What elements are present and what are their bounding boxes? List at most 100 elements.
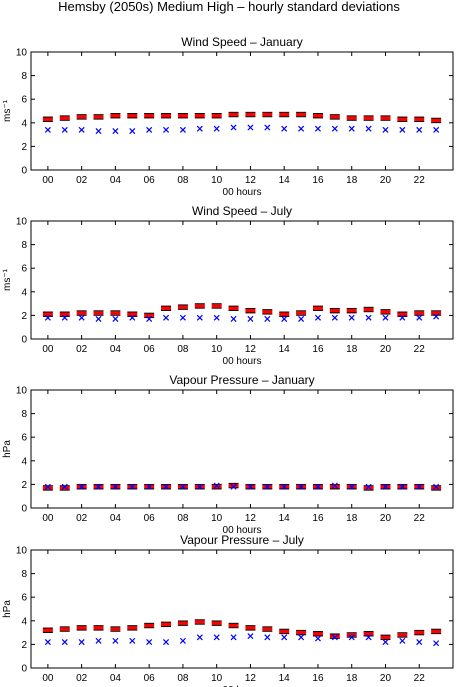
observed-point	[213, 125, 220, 132]
panel-title: Vapour Pressure – July	[180, 533, 304, 547]
observed-point	[348, 634, 355, 641]
observed-cross	[61, 639, 68, 646]
scenario-box	[397, 117, 408, 122]
observed-point	[314, 125, 321, 132]
observed-point	[112, 315, 119, 322]
observed-point	[382, 639, 389, 646]
scenario-mark	[194, 619, 205, 625]
scenario-box	[363, 631, 374, 636]
scenario-box	[380, 635, 391, 640]
observed-point	[298, 315, 305, 322]
scenario-mark	[262, 309, 273, 315]
scenario-mark	[211, 620, 222, 626]
observed-point	[247, 124, 254, 131]
scenario-box	[245, 112, 256, 117]
observed-point	[399, 126, 406, 133]
x-tick-label: 08	[177, 175, 189, 186]
observed-point	[129, 483, 136, 490]
scenario-box	[211, 621, 222, 625]
observed-cross	[348, 634, 355, 641]
observed-cross	[382, 639, 389, 646]
observed-point	[331, 314, 338, 321]
scenario-mark	[194, 113, 205, 119]
x-tick-label: 20	[380, 513, 392, 524]
scenario-mark	[161, 305, 172, 312]
observed-cross	[95, 483, 102, 490]
observed-cross	[314, 635, 321, 642]
scenario-mark	[296, 629, 307, 636]
scenario-mark	[414, 629, 425, 636]
observed-cross	[365, 125, 372, 132]
scenario-box	[42, 628, 53, 633]
observed-point	[179, 483, 186, 490]
scenario-mark	[76, 310, 87, 316]
observed-point	[264, 124, 271, 131]
observed-cross	[264, 315, 271, 322]
observed-cross	[348, 483, 355, 490]
plot-frame	[30, 220, 454, 340]
observed-cross	[298, 634, 305, 641]
scenario-box	[93, 115, 104, 119]
scenario-mark	[127, 311, 138, 317]
scenario-mark	[329, 307, 340, 314]
scenario-box	[312, 306, 323, 311]
x-tick-label: 18	[346, 513, 358, 524]
observed-cross	[416, 483, 423, 490]
scenario-box	[228, 623, 239, 628]
scenario-mark	[177, 620, 188, 626]
scenario-mark	[296, 310, 307, 316]
scenario-mark	[59, 115, 70, 121]
scenario-box	[177, 621, 188, 625]
observed-cross	[382, 126, 389, 133]
x-tick-label: 00	[42, 344, 54, 355]
x-tick-label: 10	[211, 344, 223, 355]
y-tick-label: 8	[21, 71, 27, 82]
scenario-mark	[211, 303, 222, 309]
x-axis-label: 00 hours	[223, 685, 262, 687]
x-tick-label: 08	[177, 344, 189, 355]
y-tick-label: 2	[21, 640, 27, 651]
x-tick-label: 12	[245, 673, 257, 684]
observed-point	[129, 314, 136, 321]
observed-point	[399, 483, 406, 490]
x-axis-label: 00 hours	[223, 187, 262, 198]
y-tick-label: 8	[21, 569, 27, 580]
scenario-mark	[279, 111, 290, 118]
observed-point	[247, 633, 254, 640]
x-tick-label: 10	[211, 673, 223, 684]
scenario-box	[397, 633, 408, 637]
scenario-box	[397, 312, 408, 317]
observed-cross	[433, 126, 440, 133]
panel-title: Vapour Pressure – January	[169, 373, 314, 387]
scenario-box	[144, 623, 155, 628]
x-tick-label: 02	[76, 673, 88, 684]
observed-point	[399, 637, 406, 644]
y-axis-label: hPa	[2, 600, 13, 618]
observed-point	[348, 483, 355, 490]
scenario-box	[245, 308, 256, 313]
observed-cross	[230, 483, 237, 490]
x-tick-label: 18	[346, 673, 358, 684]
scenario-mark	[144, 113, 155, 119]
observed-cross	[264, 124, 271, 131]
scenario-box	[245, 626, 256, 630]
observed-point	[230, 634, 237, 641]
observed-cross	[247, 315, 254, 322]
x-tick-label: 00	[42, 513, 54, 524]
observed-point	[382, 483, 389, 490]
observed-cross	[163, 639, 170, 646]
scenario-box	[93, 311, 104, 315]
scenario-mark	[363, 115, 374, 121]
scenario-mark	[296, 111, 307, 118]
observed-cross	[331, 482, 338, 489]
observed-cross	[112, 483, 119, 490]
scenario-mark	[329, 114, 340, 120]
x-tick-label: 02	[76, 344, 88, 355]
observed-cross	[179, 483, 186, 490]
scenario-box	[59, 312, 70, 317]
x-tick-label: 02	[76, 175, 88, 186]
scenario-box	[42, 117, 53, 122]
observed-cross	[44, 639, 51, 646]
scenario-mark	[93, 114, 104, 120]
